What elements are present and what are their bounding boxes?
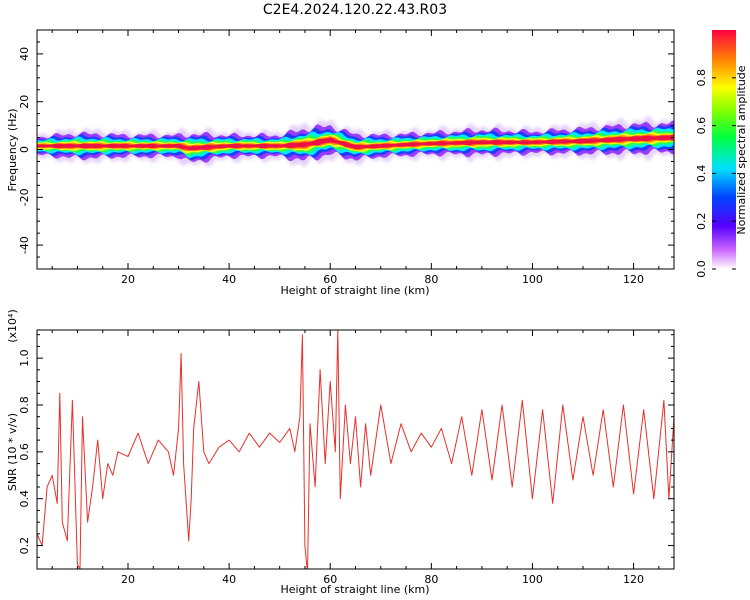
- spectrogram-x-tick-label: 80: [424, 273, 438, 286]
- snr-y-tick-label: 0.6: [18, 443, 31, 461]
- snr-x-tick-label: 100: [522, 573, 543, 586]
- spectrogram-x-tick-label: 60: [323, 273, 337, 286]
- snr-x-tick-label: 120: [623, 573, 644, 586]
- snr-plot-area: [37, 330, 674, 569]
- colorbar-tick-label: 0.6: [695, 117, 708, 135]
- spectrogram-y-tick-label: 40: [18, 47, 31, 61]
- snr-y-tick-label: 0.8: [18, 396, 31, 414]
- colorbar-tick-label: 0.8: [695, 69, 708, 87]
- snr-panel: 20 40 60 80 100 120 0.2 0.4 0.6 0.8 1.0 Height of…: [6, 309, 675, 596]
- colorbar-tick-label: 0.4: [695, 165, 708, 183]
- colorbar: 0.0 0.2 0.4 0.6 0.8 Normalized spectral ampl…: [695, 30, 748, 278]
- spectrogram-x-tick-label: 20: [121, 273, 135, 286]
- colorbar-label: Normalized spectral amplitude: [735, 65, 748, 234]
- snr-y-tick-label: 1.0: [18, 349, 31, 367]
- spectrogram-y-tick-label: -40: [18, 236, 31, 254]
- spectrogram-x-tick-label: 40: [222, 273, 236, 286]
- snr-x-label: Height of straight line (km): [280, 583, 429, 596]
- colorbar-ticks: 0.0 0.2 0.4 0.6 0.8: [695, 69, 736, 278]
- spectrogram-y-tick-label: 0: [18, 146, 31, 153]
- snr-x-tick-label: 60: [323, 573, 337, 586]
- colorbar-tick-label: 0.0: [695, 260, 708, 278]
- snr-x-tick-label: 40: [222, 573, 236, 586]
- snr-series-line: [37, 330, 674, 569]
- spectrogram-x-tick-label: 120: [623, 273, 644, 286]
- spectrogram-x-tick-label: 100: [522, 273, 543, 286]
- snr-x-ticks: 20 40 60 80 100 120: [51, 330, 660, 586]
- spectrogram-panel: 20 40 60 80 100 120 -40 -20 0 20 40 Height of str…: [6, 29, 675, 297]
- snr-y-tick-label: 0.4: [18, 490, 31, 508]
- spectrogram-ridge: [37, 115, 674, 168]
- spectrogram-y-ticks: -40 -20 0 20 40: [18, 29, 674, 270]
- colorbar-tick-label: 0.2: [695, 212, 708, 230]
- spectrogram-y-tick-label: 20: [18, 95, 31, 109]
- snr-frame: [36, 329, 675, 570]
- figure-title: C2E4.2024.120.22.43.R03: [263, 2, 447, 18]
- snr-x-tick-label: 80: [424, 573, 438, 586]
- snr-x-tick-label: 20: [121, 573, 135, 586]
- snr-y-tick-label: 0.2: [18, 537, 31, 555]
- snr-y-multiplier: (x10⁴): [6, 309, 19, 343]
- snr-y-ticks: 0.2 0.4 0.6 0.8 1.0: [18, 334, 674, 570]
- spectrogram-y-label: Frequency (Hz): [6, 109, 19, 192]
- spectrogram-x-label: Height of straight line (km): [280, 284, 429, 297]
- ridge-band-red: [37, 134, 674, 151]
- spectrogram-x-ticks: 20 40 60 80 100 120: [51, 30, 660, 286]
- spectrogram-y-tick-label: -20: [18, 188, 31, 206]
- colorbar-gradient: [712, 30, 736, 269]
- snr-y-label: SNR (10 * v/v): [6, 413, 19, 491]
